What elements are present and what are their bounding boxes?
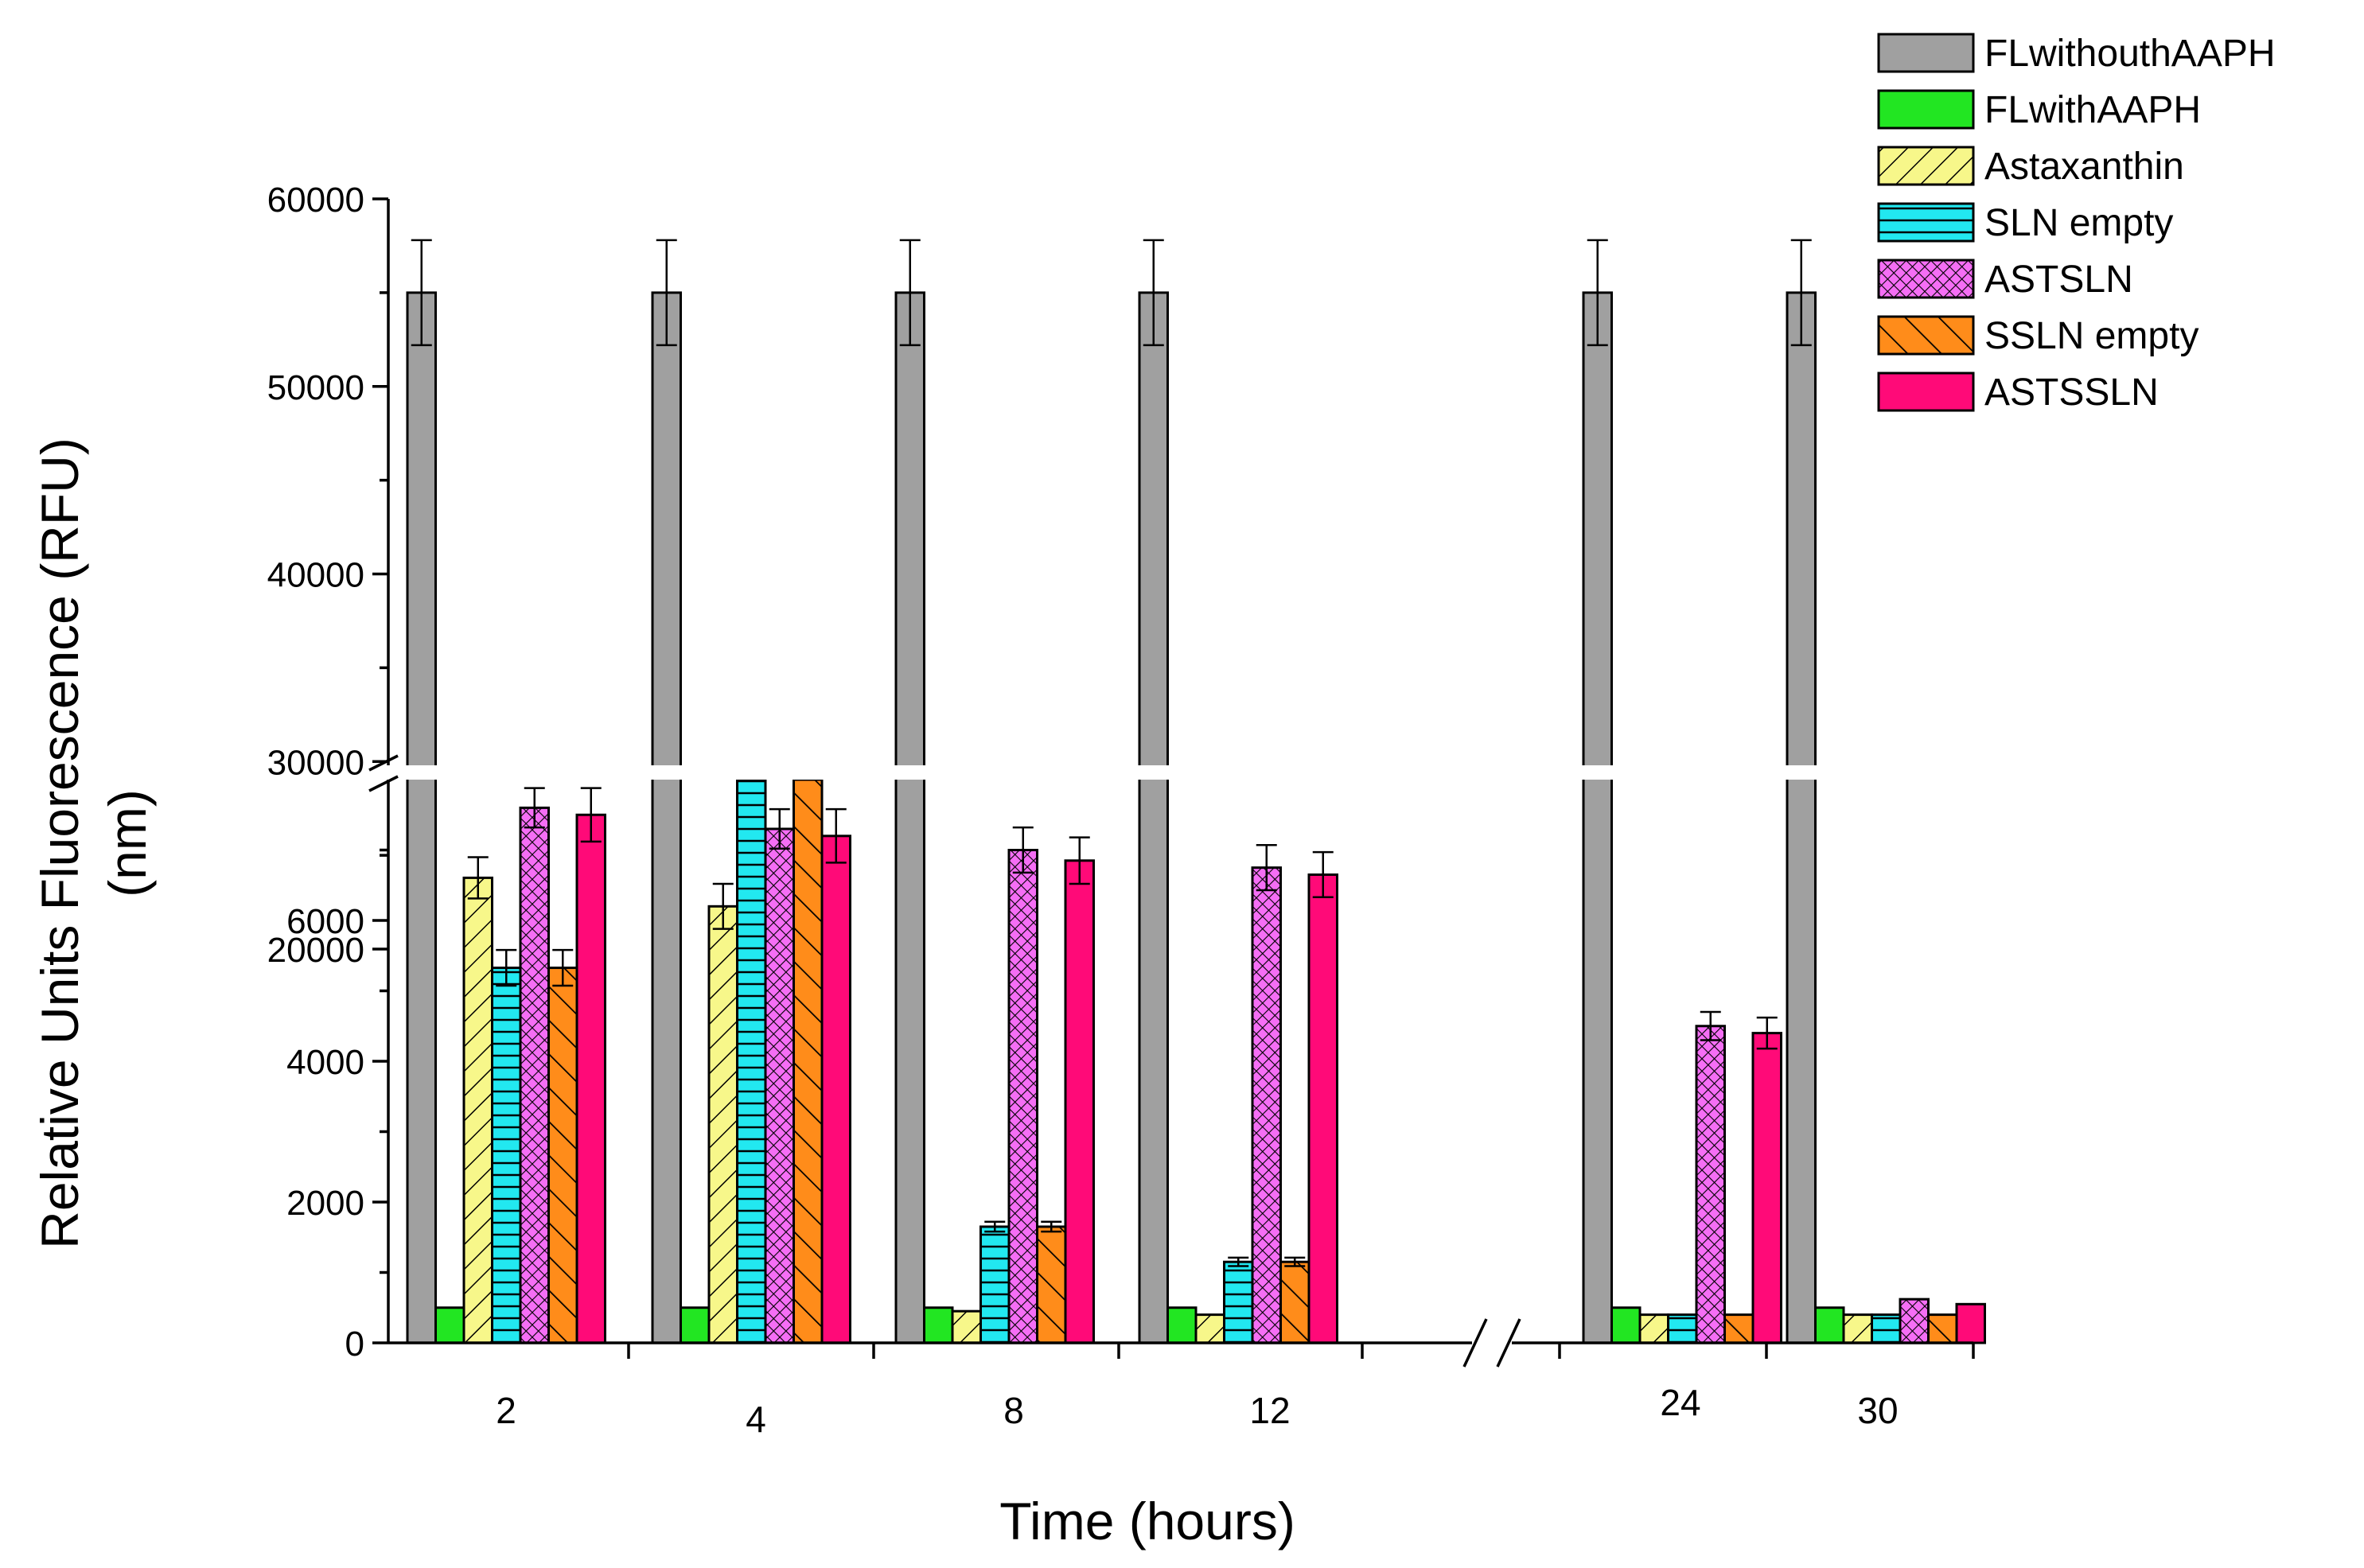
legend-sln-empty-label: SLN empty — [1984, 202, 2173, 244]
bar-flwithouthaaph-t12 — [1139, 292, 1168, 1343]
bar-astssln-t8 — [1065, 860, 1094, 1343]
legend-flwithaaph-label: FLwithAAPH — [1984, 89, 2201, 131]
bar-astaxanthin-t12-hatch — [1196, 1314, 1225, 1343]
bars-layer — [406, 239, 1986, 1344]
legend-sln-empty-swatch-outline — [1877, 202, 1975, 243]
y-tick-label: 60000 — [267, 181, 364, 220]
x-tick-label-12: 12 — [1249, 1390, 1290, 1431]
bar-astsln-t4-hatch — [765, 828, 794, 1343]
y-tick-label: 30000 — [267, 743, 364, 782]
bar-ssln-empty-t2-hatch — [548, 967, 577, 1343]
bar-astsln-t8-hatch — [1009, 850, 1038, 1343]
bar-astssln-t12 — [1309, 874, 1338, 1343]
y-tick-label: 50000 — [267, 368, 364, 407]
bar-sln-empty-t2-hatch — [492, 967, 520, 1343]
legend-astaxanthin-swatch-outline — [1877, 146, 1975, 186]
bar-flwithaaph-t2 — [435, 1307, 464, 1343]
x-axis-break-mark — [1462, 1318, 1488, 1368]
bar-flwithaaph-t8 — [924, 1307, 952, 1343]
legend-astaxanthin-label: Astaxanthin — [1984, 146, 2184, 188]
bar-astaxanthin-t30-hatch — [1844, 1314, 1872, 1343]
bar-astaxanthin-t8-hatch — [952, 1311, 981, 1343]
bar-sln-empty-t30-hatch — [1871, 1314, 1900, 1343]
legend-astaxanthin-swatch-hatch — [1879, 147, 1973, 185]
legend-ssln-empty-label: SSLN empty — [1984, 315, 2198, 357]
legend-flwithaaph-swatch — [1879, 91, 1973, 128]
bar-flwithaaph-t12 — [1167, 1307, 1196, 1343]
bar-flwithouthaaph-t8 — [896, 292, 925, 1343]
bar-flwithouthaaph-t2 — [407, 292, 436, 1343]
legend-astssln-label: ASTSSLN — [1984, 372, 2159, 414]
bar-astssln-t30 — [1957, 1304, 1985, 1343]
bar-astssln-t4 — [822, 835, 851, 1343]
bar-flwithaaph-t4 — [680, 1307, 709, 1343]
bar-astaxanthin-t24-hatch — [1640, 1314, 1669, 1343]
bar-astaxanthin-t2-hatch — [464, 877, 493, 1343]
y-axis-label-line1: Relative Units Fluorescence (RFU) — [30, 438, 89, 1249]
x-tick-label-30: 30 — [1857, 1390, 1898, 1431]
legend-astssln-swatch-outline — [1877, 372, 1975, 412]
legend-astsln-swatch-hatch — [1879, 260, 1973, 298]
bar-sln-empty-t12-hatch — [1224, 1262, 1252, 1343]
legend-flwithouthaaph-label: FLwithouthAAPH — [1984, 33, 2276, 75]
bar-astssln-t2 — [577, 815, 606, 1343]
y-axis-break-gap — [364, 765, 1997, 780]
bar-ssln-empty-t24-hatch — [1724, 1314, 1753, 1343]
bar-astaxanthin-t4-hatch — [709, 906, 738, 1343]
x-tick-label-4: 4 — [746, 1399, 766, 1440]
y-tick-label: 20000 — [267, 931, 364, 970]
legend-flwithouthaaph-swatch-outline — [1877, 33, 1975, 73]
bar-flwithouthaaph-t30 — [1787, 292, 1816, 1343]
bar-ssln-empty-t12-hatch — [1280, 1262, 1309, 1343]
bar-flwithaaph-t24 — [1611, 1307, 1640, 1343]
y-tick-label: 2000 — [286, 1184, 364, 1223]
bar-astsln-t2-hatch — [520, 807, 549, 1343]
bar-flwithaaph-t30 — [1815, 1307, 1844, 1343]
y-tick-label: 4000 — [286, 1043, 364, 1082]
y-tick-label: 0 — [345, 1325, 364, 1364]
bar-astsln-t12-hatch — [1252, 867, 1281, 1343]
legend: FLwithouthAAPH FLwithAAPH Astaxanthin SLN e… — [1877, 33, 2276, 414]
legend-flwithaaph-swatch-outline — [1877, 89, 1975, 130]
y-tick-label: 40000 — [267, 556, 364, 595]
y-axis-break-mark — [368, 775, 399, 792]
y-tick-label: 6000 — [286, 902, 364, 941]
x-axis-break-mark — [1496, 1318, 1521, 1368]
bar-flwithouthaaph-t4 — [652, 292, 681, 1343]
bar-astssln-t24 — [1753, 1033, 1782, 1343]
bar-ssln-empty-t30-hatch — [1928, 1314, 1957, 1343]
x-tick-label-8: 8 — [1003, 1390, 1024, 1431]
bar-sln-empty-t8-hatch — [980, 1226, 1009, 1343]
legend-sln-empty-swatch-hatch — [1879, 204, 1973, 241]
x-axis-label: Time (hours) — [999, 1492, 1295, 1550]
y-axis-label-line2: (nm) — [98, 789, 157, 897]
legend-ssln-empty-swatch-outline — [1877, 315, 1975, 356]
x-tick-label-24: 24 — [1660, 1382, 1700, 1423]
bar-astsln-t30-hatch — [1900, 1299, 1929, 1343]
bar-astsln-t24-hatch — [1696, 1025, 1725, 1343]
legend-ssln-empty-swatch-hatch — [1879, 317, 1973, 354]
x-tick-label-2: 2 — [496, 1390, 516, 1431]
legend-astssln-swatch — [1879, 373, 1973, 410]
bar-sln-empty-t24-hatch — [1668, 1314, 1696, 1343]
legend-flwithouthaaph-swatch — [1879, 34, 1973, 72]
bar-sln-empty-t4-hatch — [737, 780, 765, 1343]
legend-astsln-label: ASTSLN — [1984, 259, 2133, 301]
bar-ssln-empty-t4-hatch — [793, 780, 822, 1343]
bar-flwithouthaaph-t24 — [1583, 292, 1612, 1343]
bar-ssln-empty-t8-hatch — [1037, 1226, 1065, 1343]
legend-astsln-swatch-outline — [1877, 259, 1975, 299]
